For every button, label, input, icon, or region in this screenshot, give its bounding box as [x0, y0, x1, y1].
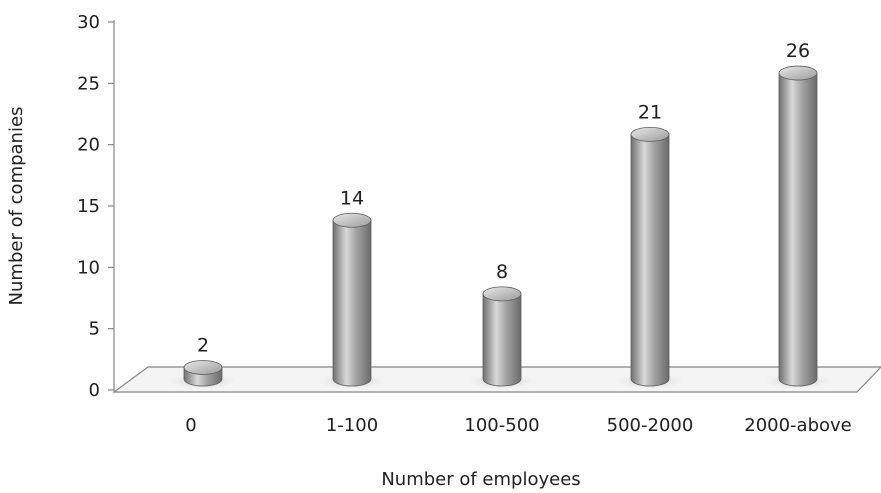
data-label: 26	[786, 40, 810, 62]
bar-body	[332, 219, 372, 387]
y-tick-label: 15	[77, 196, 100, 217]
y-tick-label: 0	[89, 380, 100, 401]
y-tick-label: 5	[89, 319, 100, 340]
y-tick-label: 30	[77, 12, 100, 33]
bars: 2 14 8 21 26	[166, 40, 835, 390]
x-axis-title: Number of employees	[381, 469, 580, 490]
x-tick-label: 1-100	[326, 415, 378, 436]
bar: 8	[465, 261, 539, 390]
x-tick-label: 2000-above	[744, 415, 852, 436]
bar-top	[482, 286, 522, 302]
y-axis-ticks: 0 5 10 15 20 25 30	[77, 12, 114, 401]
x-tick-label: 0	[185, 415, 196, 436]
x-tick-label: 100-500	[464, 415, 539, 436]
bar: 26	[761, 40, 835, 390]
bar-body	[630, 134, 670, 387]
x-tick-label: 500-2000	[607, 415, 694, 436]
bar-top	[183, 360, 223, 375]
bar-top	[778, 65, 818, 81]
data-label: 14	[340, 187, 364, 209]
y-tick-label: 10	[77, 257, 100, 278]
data-label: 21	[638, 101, 662, 123]
bar-body	[482, 293, 522, 387]
bar: 14	[315, 187, 389, 390]
data-label: 2	[197, 334, 209, 356]
y-tick-label: 20	[77, 135, 100, 156]
data-label: 8	[496, 261, 508, 283]
bar: 21	[613, 101, 687, 390]
bar-top	[332, 212, 372, 228]
bar-body	[778, 72, 818, 387]
bar: 2	[166, 334, 240, 390]
bar-top	[630, 126, 670, 142]
y-axis-title: Number of companies	[6, 107, 27, 306]
y-tick-label: 25	[77, 73, 100, 94]
x-axis-tick-labels: 0 1-100 100-500 500-2000 2000-above	[185, 415, 851, 436]
